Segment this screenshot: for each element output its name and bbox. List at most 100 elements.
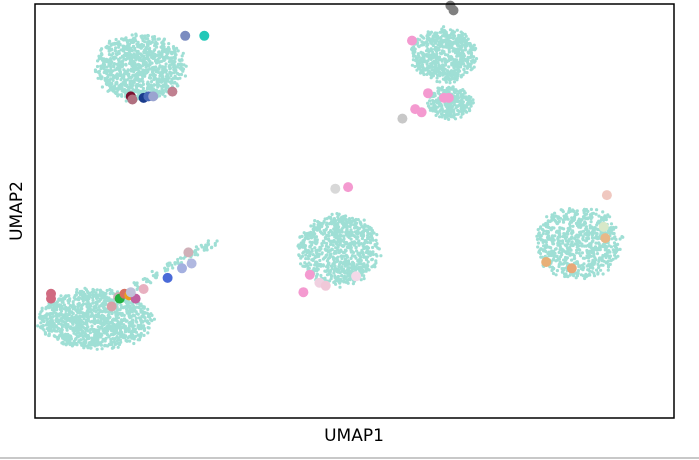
data-point bbox=[75, 290, 79, 294]
data-point bbox=[469, 55, 473, 60]
data-point bbox=[448, 28, 453, 32]
data-point bbox=[122, 68, 126, 72]
data-point bbox=[96, 325, 100, 329]
data-point bbox=[60, 341, 64, 345]
data-point bbox=[551, 240, 555, 244]
data-point bbox=[338, 285, 342, 289]
data-point bbox=[455, 104, 459, 108]
data-point bbox=[340, 274, 344, 278]
data-point bbox=[134, 33, 138, 37]
data-point bbox=[538, 234, 542, 238]
data-point bbox=[359, 265, 363, 269]
data-point bbox=[87, 343, 91, 347]
data-point bbox=[111, 85, 115, 89]
data-point bbox=[57, 321, 61, 326]
data-point bbox=[310, 249, 314, 253]
data-point bbox=[420, 56, 424, 60]
data-point bbox=[459, 94, 463, 98]
data-point bbox=[110, 318, 114, 322]
data-point bbox=[560, 247, 564, 251]
data-point bbox=[70, 326, 74, 330]
data-point bbox=[577, 225, 581, 229]
data-point bbox=[63, 332, 68, 336]
data-point bbox=[458, 62, 462, 66]
data-point bbox=[445, 115, 449, 119]
highlighted-point bbox=[423, 88, 433, 99]
data-point bbox=[145, 57, 149, 61]
y-axis-label: UMAP2 bbox=[7, 181, 27, 241]
data-point bbox=[131, 88, 135, 92]
data-point bbox=[353, 218, 357, 222]
data-point bbox=[84, 288, 88, 292]
data-point bbox=[81, 314, 85, 319]
data-point bbox=[591, 226, 595, 231]
data-point bbox=[157, 67, 161, 71]
data-point bbox=[125, 339, 129, 343]
data-point bbox=[459, 65, 463, 69]
data-point bbox=[126, 327, 130, 331]
data-point bbox=[116, 345, 120, 349]
data-point bbox=[561, 234, 565, 239]
data-point bbox=[123, 318, 127, 322]
data-point bbox=[67, 312, 71, 316]
data-point bbox=[452, 58, 456, 62]
data-point bbox=[415, 59, 419, 64]
data-point bbox=[606, 230, 610, 235]
data-point bbox=[59, 322, 63, 326]
data-point bbox=[100, 333, 104, 337]
data-point bbox=[570, 231, 574, 235]
data-point bbox=[161, 48, 165, 52]
data-point bbox=[616, 242, 620, 246]
data-point bbox=[64, 325, 68, 329]
x-axis-label: UMAP1 bbox=[324, 426, 384, 446]
data-point bbox=[135, 320, 139, 324]
data-point bbox=[450, 71, 454, 75]
data-point bbox=[416, 41, 420, 45]
data-point bbox=[445, 105, 449, 109]
data-point bbox=[88, 331, 92, 335]
data-point bbox=[595, 247, 599, 251]
data-point bbox=[349, 228, 353, 232]
data-point bbox=[124, 329, 128, 334]
data-point bbox=[460, 49, 464, 53]
data-point bbox=[364, 264, 368, 268]
data-point bbox=[452, 71, 457, 75]
data-point bbox=[38, 325, 43, 329]
data-point bbox=[119, 322, 124, 326]
data-point bbox=[134, 330, 138, 334]
data-point bbox=[78, 324, 82, 329]
data-point bbox=[157, 83, 161, 87]
data-point bbox=[112, 88, 116, 92]
data-point bbox=[139, 323, 143, 327]
data-point bbox=[344, 275, 348, 279]
data-point bbox=[569, 248, 573, 252]
data-point bbox=[603, 248, 607, 252]
data-point bbox=[556, 215, 561, 219]
data-point bbox=[36, 324, 40, 328]
data-point bbox=[129, 86, 133, 90]
data-point bbox=[613, 235, 617, 239]
data-point bbox=[433, 92, 437, 96]
data-point bbox=[122, 80, 126, 84]
data-point bbox=[436, 66, 440, 70]
data-point bbox=[98, 297, 102, 302]
data-point bbox=[350, 216, 354, 220]
data-point bbox=[126, 336, 130, 340]
data-point bbox=[610, 228, 614, 232]
data-point bbox=[130, 309, 135, 313]
data-point bbox=[539, 247, 543, 251]
data-point bbox=[149, 80, 154, 84]
data-point bbox=[606, 268, 610, 272]
data-point bbox=[39, 310, 43, 314]
data-point bbox=[574, 221, 579, 226]
data-point bbox=[145, 319, 149, 323]
data-point bbox=[545, 230, 550, 235]
data-point bbox=[314, 241, 318, 245]
data-point bbox=[574, 211, 578, 216]
data-point bbox=[109, 81, 113, 85]
data-point bbox=[151, 35, 155, 39]
data-point bbox=[580, 218, 584, 222]
data-point bbox=[596, 236, 600, 240]
data-point bbox=[588, 226, 592, 230]
